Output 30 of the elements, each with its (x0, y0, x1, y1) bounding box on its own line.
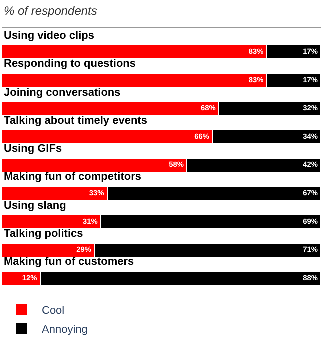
y-tick-label: Making fun of customers (4, 256, 134, 268)
y-tick-label: Joining conversations (4, 87, 121, 99)
chart-subtitle: % of respondents (4, 4, 98, 18)
data-label: 29% (76, 245, 92, 254)
data-label: 32% (303, 104, 318, 113)
y-tick-label: Responding to questions (4, 58, 136, 70)
data-label: 69% (303, 216, 318, 226)
data-label: 67% (303, 188, 318, 198)
data-label: 17% (303, 75, 318, 84)
y-tick-label: Using video clips (4, 30, 94, 42)
data-label: 31% (82, 216, 98, 226)
y-tick-label: Talking politics (4, 228, 84, 240)
data-label: 42% (303, 160, 318, 170)
data-label: 34% (303, 132, 318, 141)
data-label: 71% (303, 245, 318, 254)
y-tick-label: Talking about timely events (4, 115, 148, 127)
y-tick-label: Making fun of competitors (4, 171, 142, 183)
data-label: 83% (248, 75, 264, 84)
data-label: 88% (303, 274, 318, 283)
data-label: 58% (169, 160, 184, 170)
y-tick-label: Using GIFs (4, 143, 62, 155)
data-label: 66% (194, 132, 210, 141)
data-label: 33% (89, 188, 105, 198)
data-label: 17% (303, 46, 318, 56)
legend-label: Annoying (42, 324, 88, 336)
y-tick-label: Using slang (4, 200, 66, 212)
data-label: 12% (22, 274, 38, 283)
data-label: 68% (200, 104, 216, 113)
legend-label: Cool (42, 305, 65, 318)
data-label: 83% (248, 46, 264, 56)
